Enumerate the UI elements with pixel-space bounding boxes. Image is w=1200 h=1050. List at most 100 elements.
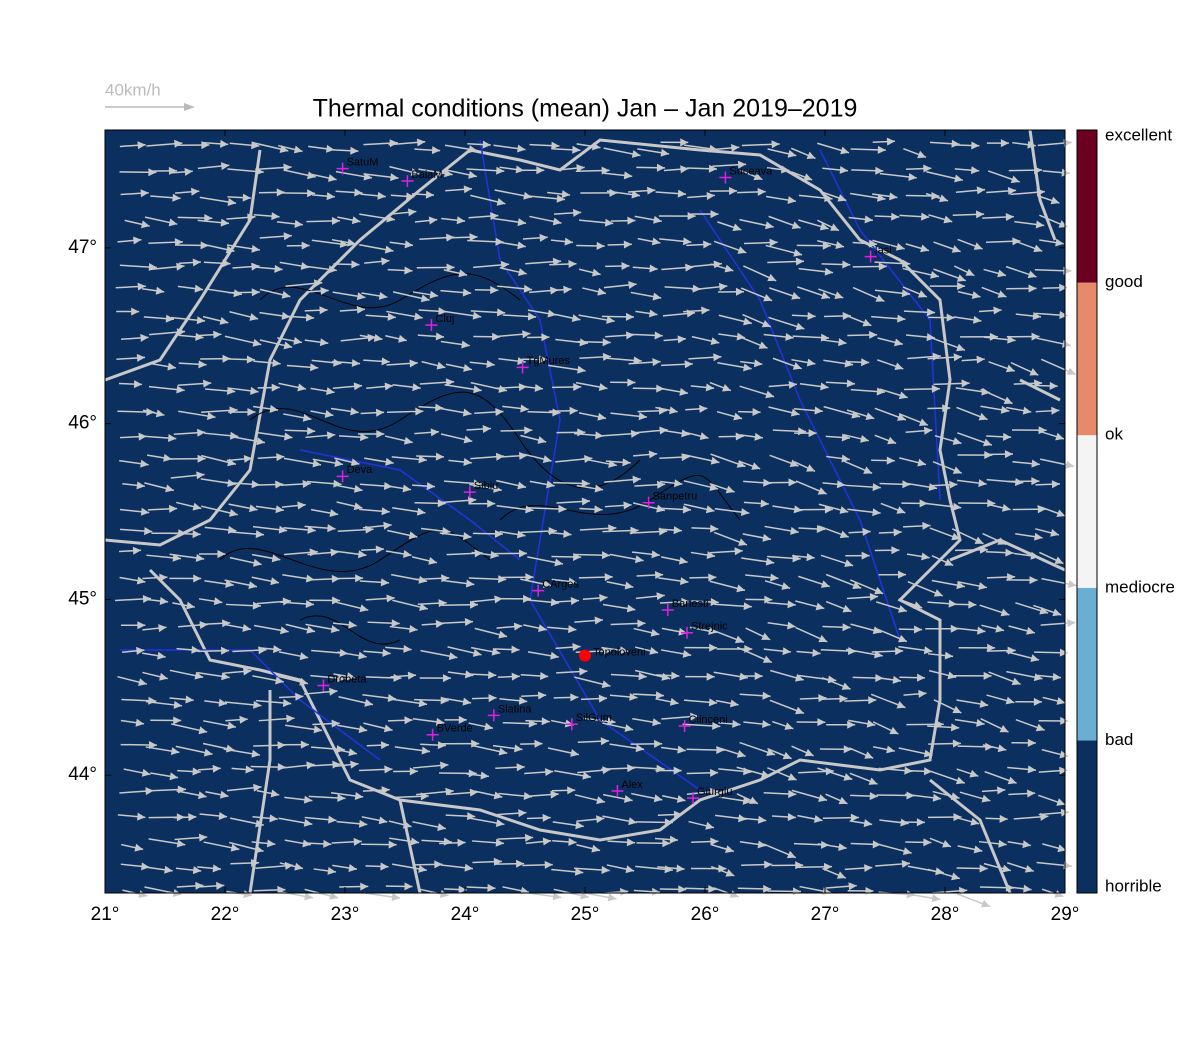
city-label: Banesti xyxy=(672,598,709,610)
wind-arrow-head xyxy=(498,630,508,639)
wind-arrow xyxy=(366,382,394,391)
wind-arrow-head xyxy=(1027,270,1037,279)
wind-arrow-head xyxy=(426,482,435,491)
wind-arrow xyxy=(609,553,644,564)
wind-arrow xyxy=(228,530,265,539)
wind-arrow xyxy=(392,291,430,303)
wind-arrow-head xyxy=(771,140,780,149)
wind-arrow-head xyxy=(468,145,478,154)
city-label: Giurgiu xyxy=(697,786,732,798)
wind-arrow xyxy=(365,312,396,321)
wind-arrow xyxy=(960,332,998,341)
wind-arrow xyxy=(988,361,1016,373)
x-tick-label: 26° xyxy=(691,904,720,925)
wind-arrow-head xyxy=(556,194,565,203)
wind-arrow xyxy=(850,192,886,202)
wind-arrow xyxy=(361,545,384,554)
wind-arrow-head xyxy=(839,530,849,539)
wind-arrow-head xyxy=(953,353,962,362)
wind-arrow-head xyxy=(597,412,607,421)
wind-arrow-head xyxy=(222,354,231,363)
wind-arrow-head xyxy=(875,166,884,175)
wind-arrow-head xyxy=(538,624,547,633)
wind-arrow xyxy=(418,307,447,316)
wind-arrow xyxy=(441,600,479,609)
wind-arrow xyxy=(253,404,279,413)
wind-arrow-head xyxy=(846,379,855,388)
wind-arrow xyxy=(847,358,870,367)
wind-arrow xyxy=(1008,166,1043,175)
wind-arrow-head xyxy=(839,506,849,514)
wind-arrow-head xyxy=(731,143,740,152)
y-tick-label: 46° xyxy=(68,413,97,434)
wind-arrow xyxy=(633,627,660,637)
wind-arrow xyxy=(718,332,746,341)
wind-arrow-head xyxy=(251,244,260,253)
wind-arrow xyxy=(961,355,985,364)
wind-arrow xyxy=(493,217,527,227)
wind-arrow xyxy=(795,600,825,611)
wind-arrow xyxy=(682,453,720,465)
wind-arrow xyxy=(1010,188,1045,197)
city-label: SilGum xyxy=(576,712,612,724)
wind-arrow-head xyxy=(229,431,239,440)
wind-arrow xyxy=(445,363,472,372)
wind-arrow-head xyxy=(513,622,523,631)
wind-arrow-head xyxy=(564,237,573,246)
wind-arrow xyxy=(177,214,213,223)
wind-arrow-head xyxy=(222,259,231,268)
wind-arrow-head xyxy=(498,385,508,393)
wind-arrow xyxy=(987,503,1011,512)
wind-arrow xyxy=(906,552,930,561)
wind-arrow xyxy=(391,208,417,217)
wind-arrow xyxy=(745,595,773,604)
wind-arrow-head xyxy=(701,306,710,315)
wind-arrow xyxy=(742,313,771,328)
wind-arrow-head xyxy=(1052,608,1062,617)
wind-arrow-head xyxy=(350,407,359,416)
wind-arrow-head xyxy=(469,600,479,609)
wind-arrow xyxy=(576,241,605,250)
wind-legend-arrow xyxy=(105,103,195,111)
wind-arrow-head xyxy=(307,426,316,435)
wind-arrow xyxy=(932,460,963,474)
wind-arrow-head xyxy=(537,436,547,444)
wind-arrow-head xyxy=(576,164,585,173)
wind-arrow xyxy=(743,265,777,282)
wind-arrow xyxy=(280,599,315,608)
wind-arrow xyxy=(444,384,482,394)
wind-arrow-head xyxy=(271,554,281,563)
wind-arrow-head xyxy=(333,479,342,488)
wind-arrow-head xyxy=(1063,266,1072,275)
wind-arrow xyxy=(791,358,816,367)
wind-arrow xyxy=(686,164,718,173)
wind-arrow-head xyxy=(656,592,665,601)
wind-arrow xyxy=(633,450,658,459)
city-label: Sanpetru xyxy=(653,491,698,503)
wind-arrow-head xyxy=(229,509,238,517)
wind-arrow xyxy=(902,521,931,530)
wind-arrow xyxy=(821,191,847,202)
wind-arrow-head xyxy=(591,142,601,151)
wind-arrow xyxy=(769,454,799,467)
wind-arrow xyxy=(385,334,407,343)
wind-arrow xyxy=(874,289,911,298)
wind-arrow xyxy=(742,533,772,542)
wind-arrow xyxy=(635,309,658,318)
wind-arrow xyxy=(500,573,534,582)
wind-arrow xyxy=(739,218,774,230)
wind-arrow-head xyxy=(968,600,977,609)
wind-arrow-head xyxy=(195,553,205,562)
wind-arrow xyxy=(717,362,752,372)
wind-arrow xyxy=(445,185,473,194)
wind-arrow xyxy=(276,219,303,228)
wind-arrow xyxy=(818,288,844,299)
wind-arrow-head xyxy=(926,308,936,317)
wind-arrow xyxy=(338,433,369,442)
wind-arrow-head xyxy=(307,525,316,534)
wind-arrow-head xyxy=(733,412,743,421)
wind-arrow xyxy=(334,457,360,467)
wind-arrow xyxy=(845,483,881,492)
wind-arrow xyxy=(660,479,683,488)
wind-arrow-head xyxy=(793,248,803,257)
